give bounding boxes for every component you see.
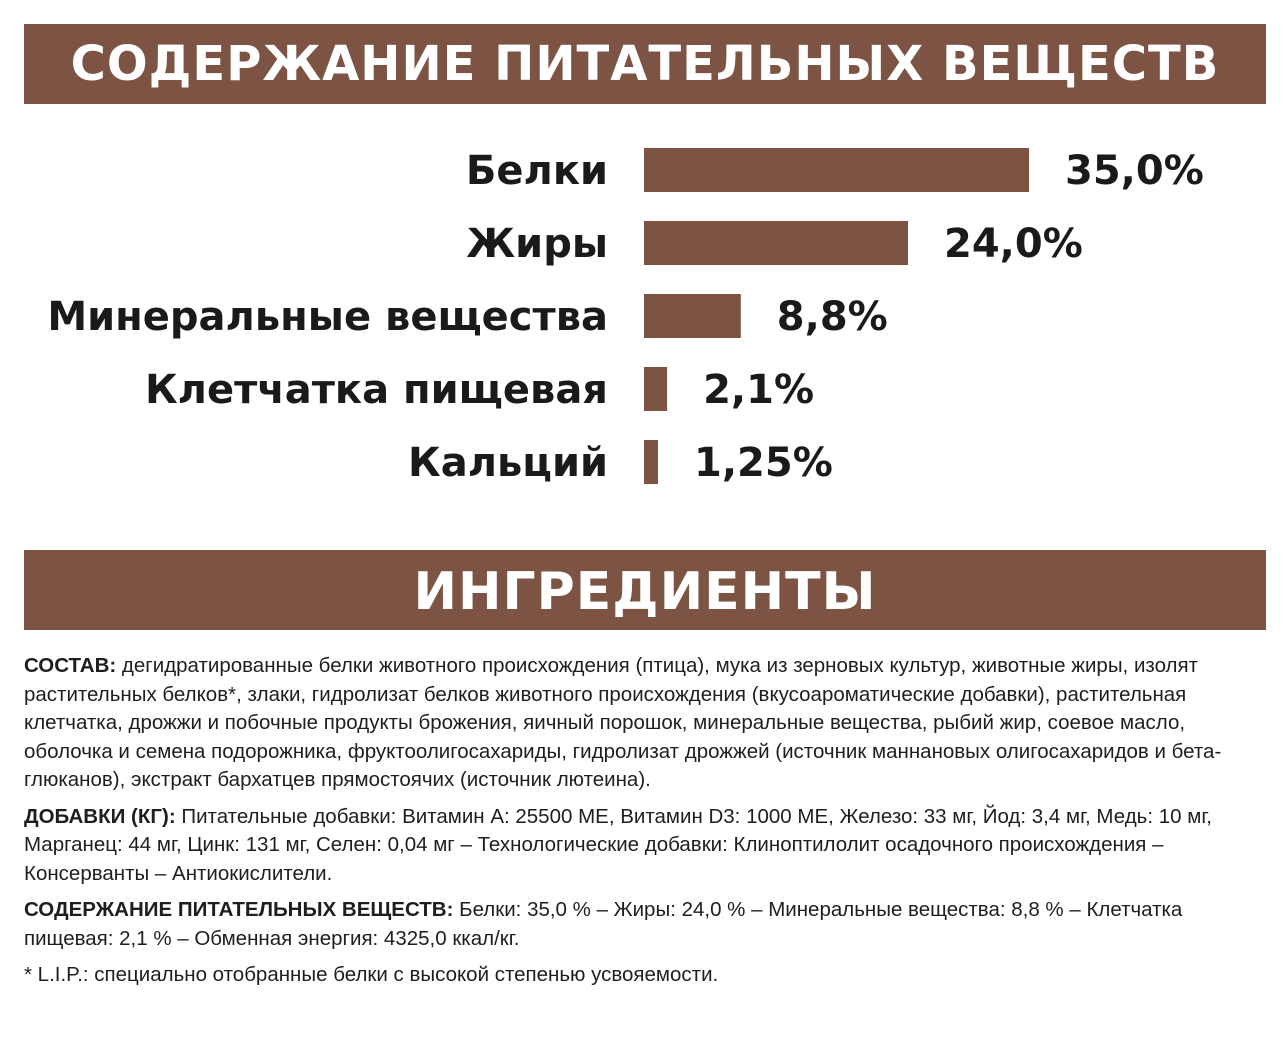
additives-label: ДОБАВКИ (КГ): [24,804,176,828]
value-label: 35,0% [1065,148,1204,194]
nutrients-label: СОДЕРЖАНИЕ ПИТАТЕЛЬНЫХ ВЕЩЕСТВ: [24,898,454,921]
composition-paragraph: СОСТАВ: дегидратированные белки животног… [24,652,1266,795]
nutrients-title-banner: СОДЕРЖАНИЕ ПИТАТЕЛЬНЫХ ВЕЩЕСТВ [24,24,1266,104]
nutrients-text: Белки: 35,0 % – Жиры: 24,0 % – Минеральн… [24,898,1183,950]
footnote: * L.I.P.: специально отобранные белки с … [24,963,719,986]
ingredients-title-banner: ИНГРЕДИЕНТЫ [24,550,1266,630]
nutrient-bar-chart-svg: Белки 35,0% Жиры 24,0% Минеральные вещества 8… [47,148,1204,486]
category-label: Жиры [466,221,608,267]
bar [644,148,1029,192]
category-label: Клетчатка пищевая [145,367,608,413]
composition-text: дегидратированные белки животного происх… [24,654,1222,791]
category-label: Кальций [408,440,608,486]
composition-label: СОСТАВ: [24,654,117,677]
bar [644,440,658,484]
ingredients-section: СОСТАВ: дегидратированные белки животног… [24,652,1266,998]
value-label: 8,8% [777,294,888,340]
nutrient-bar-chart: Белки 35,0% Жиры 24,0% Минеральные вещества 8… [0,130,1284,510]
bar [644,367,668,411]
additives-text: Питательные добавки: Витамин A: 25500 ME… [24,804,1212,885]
value-label: 24,0% [944,221,1083,267]
bar [644,294,741,338]
additives-paragraph: ДОБАВКИ (КГ): Питательные добавки: Витам… [24,803,1266,889]
bar [644,221,908,265]
nutrients-paragraph: СОДЕРЖАНИЕ ПИТАТЕЛЬНЫХ ВЕЩЕСТВ: Белки: 3… [24,896,1266,953]
category-label: Минеральные вещества [47,294,608,340]
value-label: 1,25% [694,440,833,486]
value-label: 2,1% [703,367,814,413]
category-label: Белки [466,148,608,194]
